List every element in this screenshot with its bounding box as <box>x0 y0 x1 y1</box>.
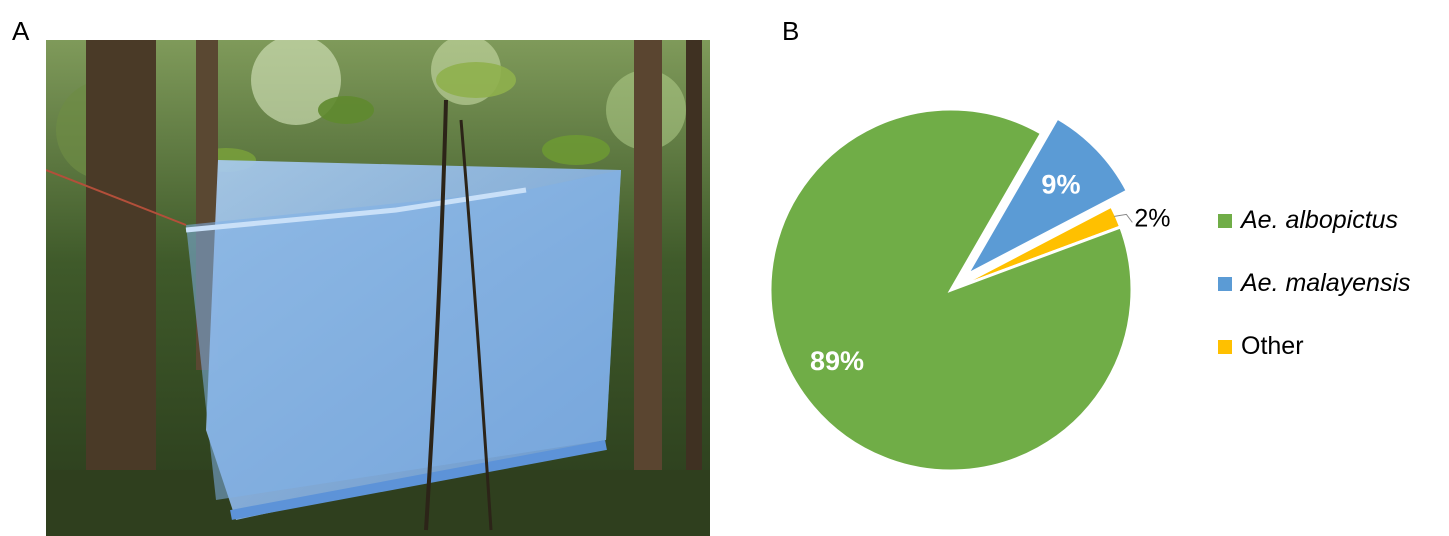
legend-label: Ae. malayensis <box>1241 269 1411 297</box>
legend-label: Other <box>1241 332 1304 360</box>
leader-line <box>1114 213 1133 223</box>
pie-slice-ae-malayensis <box>962 115 1130 279</box>
legend-item-albopictus: Ae. albopictus <box>1218 205 1411 236</box>
legend-item-other: Other <box>1218 331 1411 362</box>
legend-label: Ae. albopictus <box>1241 206 1399 234</box>
data-label: 9% <box>1041 170 1080 200</box>
pie-slice-ae-albopictus <box>768 107 1134 473</box>
forest-net-image <box>46 40 710 536</box>
legend-swatch <box>1218 276 1232 291</box>
data-label: 2% <box>1134 204 1170 232</box>
legend-swatch <box>1218 339 1232 354</box>
mosquito-net-photo <box>46 40 710 536</box>
data-label: 89% <box>810 346 864 376</box>
panel-label-a: A <box>12 16 30 46</box>
legend: Ae. albopictus Ae. malayensis Other <box>1218 205 1411 394</box>
pie-chart: 9% 2% 89% <box>730 80 1210 500</box>
legend-swatch <box>1218 213 1232 228</box>
legend-item-malayensis: Ae. malayensis <box>1218 268 1411 299</box>
panel-label-b: B <box>782 16 800 46</box>
